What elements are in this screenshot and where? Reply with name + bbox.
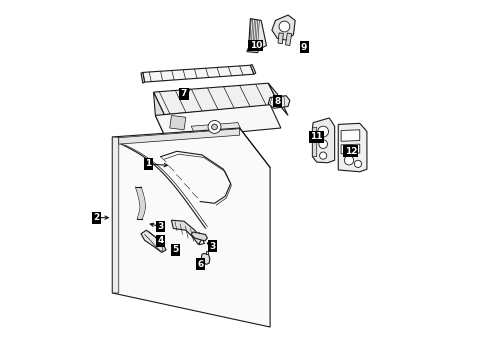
Polygon shape <box>112 128 270 327</box>
Polygon shape <box>141 230 166 252</box>
Circle shape <box>318 126 329 137</box>
Polygon shape <box>313 118 335 163</box>
Text: 1: 1 <box>145 159 151 168</box>
Text: 9: 9 <box>301 43 307 52</box>
Polygon shape <box>201 253 210 264</box>
Polygon shape <box>155 105 281 139</box>
Polygon shape <box>112 137 119 293</box>
Circle shape <box>344 156 354 165</box>
Polygon shape <box>248 19 267 49</box>
Text: 3: 3 <box>210 242 216 251</box>
Text: 6: 6 <box>197 260 203 269</box>
Text: 10: 10 <box>249 41 262 50</box>
Polygon shape <box>119 129 240 144</box>
Polygon shape <box>269 83 288 116</box>
Circle shape <box>319 140 327 148</box>
Text: 4: 4 <box>158 237 164 246</box>
Polygon shape <box>191 232 207 241</box>
Circle shape <box>319 152 327 159</box>
Polygon shape <box>136 187 143 193</box>
Text: 11: 11 <box>311 132 323 141</box>
Polygon shape <box>313 127 317 157</box>
Circle shape <box>354 160 362 167</box>
Polygon shape <box>153 92 166 139</box>
Polygon shape <box>247 47 259 53</box>
Polygon shape <box>170 116 186 130</box>
Circle shape <box>212 124 218 130</box>
Circle shape <box>279 21 290 32</box>
Text: 8: 8 <box>274 96 280 105</box>
Polygon shape <box>278 33 283 44</box>
Polygon shape <box>250 64 256 74</box>
Polygon shape <box>205 251 208 253</box>
Polygon shape <box>139 200 146 207</box>
Polygon shape <box>341 130 360 141</box>
Polygon shape <box>153 83 279 115</box>
Polygon shape <box>272 15 295 40</box>
Polygon shape <box>137 193 145 200</box>
Polygon shape <box>143 65 254 82</box>
Polygon shape <box>269 96 290 108</box>
Text: 2: 2 <box>93 213 99 222</box>
Text: 5: 5 <box>172 246 178 255</box>
Polygon shape <box>141 72 145 83</box>
Text: 7: 7 <box>181 89 187 98</box>
Polygon shape <box>286 33 292 45</box>
Polygon shape <box>139 207 146 213</box>
Text: 3: 3 <box>158 222 164 231</box>
Polygon shape <box>338 123 367 172</box>
Circle shape <box>208 121 221 134</box>
Polygon shape <box>191 123 242 134</box>
Polygon shape <box>137 213 144 219</box>
Polygon shape <box>172 220 202 244</box>
Polygon shape <box>341 144 360 154</box>
Text: 12: 12 <box>344 147 357 156</box>
